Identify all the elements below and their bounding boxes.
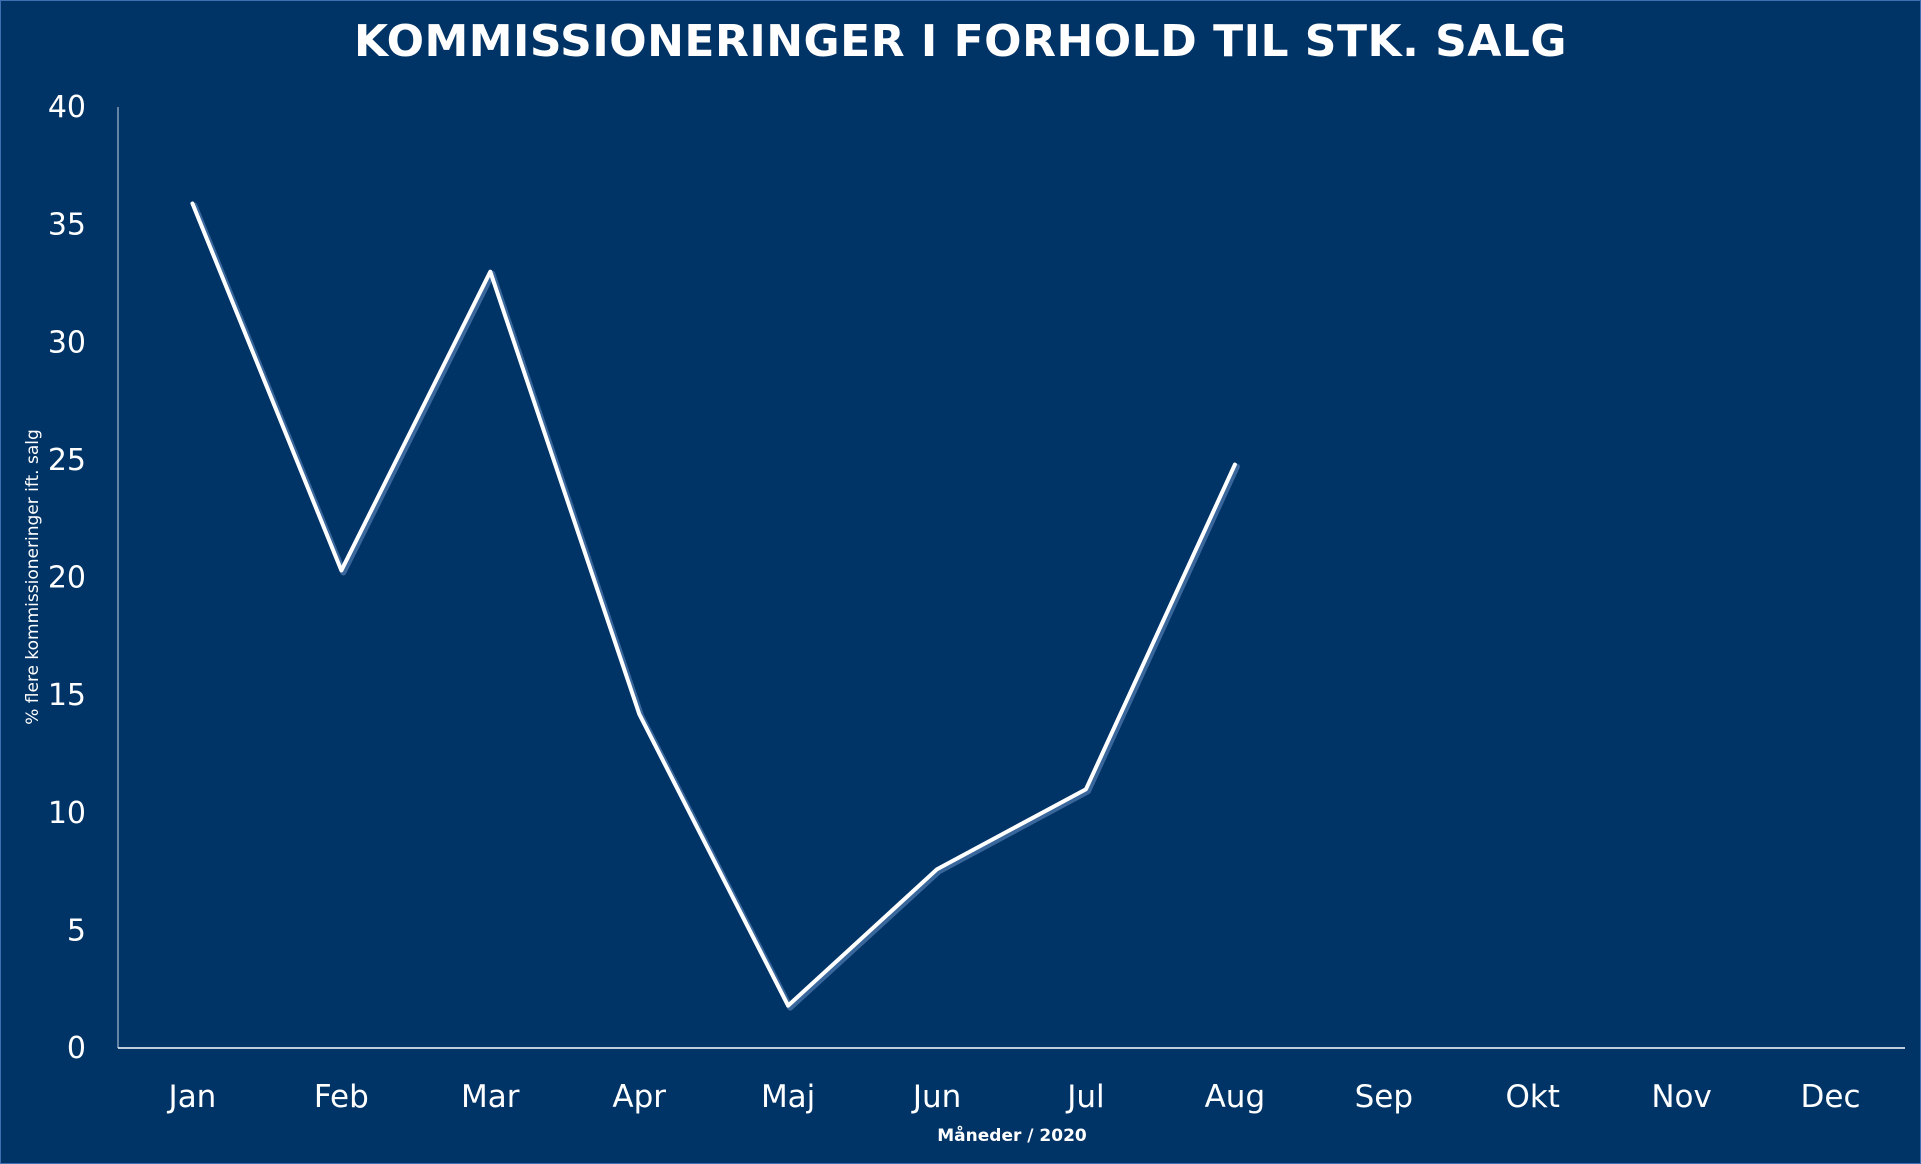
series-line-group <box>190 201 1240 1011</box>
y-tick-label: 0 <box>67 1031 86 1066</box>
x-tick-label: Dec <box>1801 1079 1861 1115</box>
x-tick-label: Sep <box>1355 1079 1413 1115</box>
x-tick-label: Jan <box>167 1079 217 1115</box>
drop-lines <box>191 203 1236 1048</box>
series-line-shadow <box>191 202 1240 1011</box>
y-tick-label: 15 <box>48 678 86 713</box>
x-tick-label: Apr <box>612 1079 666 1115</box>
x-tick-label: Aug <box>1205 1079 1266 1115</box>
series-line <box>190 201 1237 1008</box>
x-tick-label: Maj <box>761 1079 815 1115</box>
y-axis: 0 5 10 15 20 25 30 35 40 <box>48 90 119 1066</box>
y-tick-label: 30 <box>48 325 86 360</box>
chart-title: KOMMISSIONERINGER I FORHOLD TIL STK. SAL… <box>353 16 1568 67</box>
y-tick-label: 25 <box>48 443 86 478</box>
x-tick-label: Okt <box>1505 1079 1560 1115</box>
y-tick-label: 10 <box>48 796 86 831</box>
x-axis: Jan Feb Mar Apr Maj Jun Jul Aug Sep Okt Nov Dec <box>118 1047 1905 1115</box>
x-tick-label: Feb <box>314 1079 369 1115</box>
x-axis-label: Måneder / 2020 <box>937 1124 1087 1146</box>
y-tick-label: 20 <box>48 561 86 596</box>
y-tick-label: 35 <box>48 208 86 243</box>
x-tick-label: Mar <box>461 1079 520 1115</box>
x-tick-label: Nov <box>1651 1079 1712 1115</box>
y-axis-label: % flere kommissioneringer ift. salg <box>23 429 43 725</box>
y-tick-label: 5 <box>67 913 86 948</box>
y-tick-label: 40 <box>48 90 86 125</box>
x-tick-label: Jul <box>1065 1079 1104 1115</box>
x-tick-label: Jun <box>911 1079 961 1115</box>
